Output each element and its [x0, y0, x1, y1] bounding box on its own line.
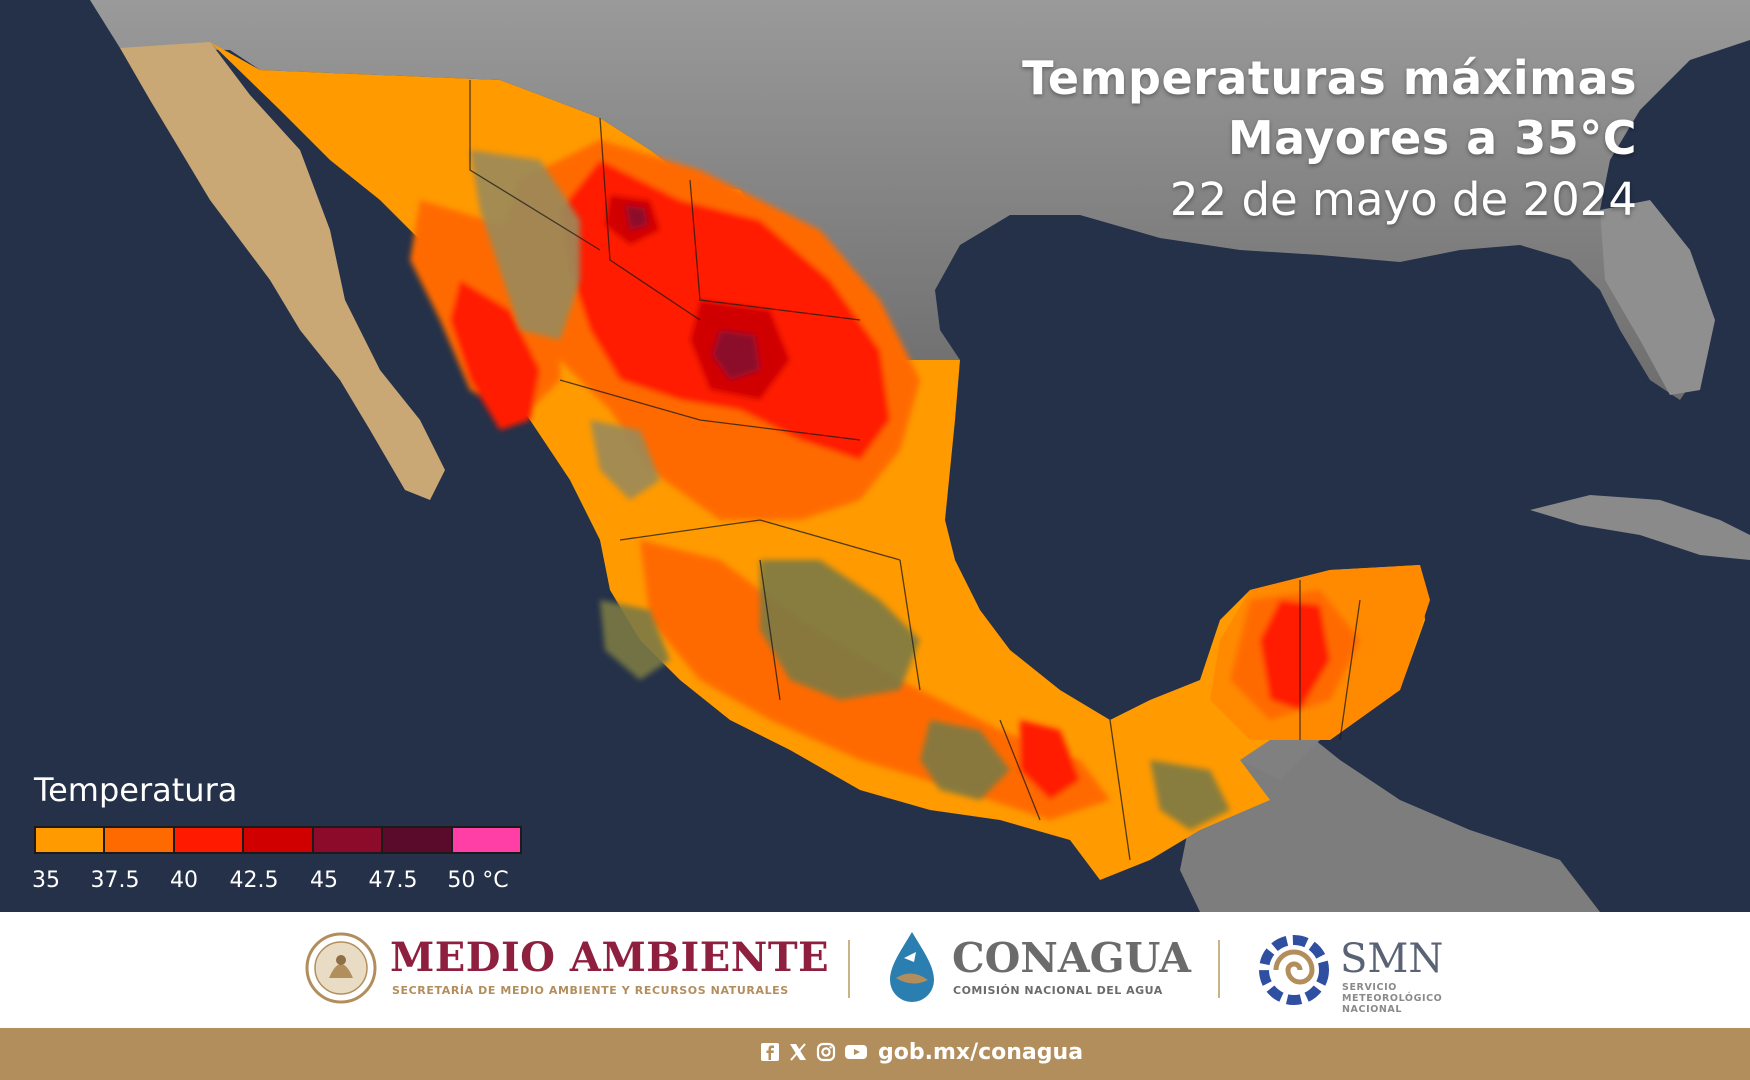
instagram-icon[interactable]	[816, 1042, 836, 1062]
usa-landmass	[90, 0, 1750, 400]
veg-sierra	[470, 150, 580, 340]
florida	[1600, 200, 1715, 395]
legend-title: Temperatura	[34, 771, 238, 809]
legend-swatch	[174, 828, 245, 852]
baja-california	[120, 42, 445, 500]
smn-swirl-icon	[1259, 935, 1329, 1005]
title-line-1: Temperaturas máximas	[1022, 51, 1637, 105]
smn-logo-subtitle: SERVICIO METEOROLÓGICO NACIONAL	[1342, 982, 1443, 1015]
title-line-2: Mayores a 35°C	[1227, 111, 1637, 165]
veg-durango	[590, 420, 660, 500]
conagua-drop-icon	[890, 932, 934, 1002]
medio-ambiente-logo-title: MEDIO AMBIENTE	[390, 934, 830, 981]
social-links	[760, 1042, 868, 1062]
legend-swatch	[105, 828, 175, 852]
legend-swatch	[313, 828, 384, 852]
medio-ambiente-logo-subtitle: SECRETARÍA DE MEDIO AMBIENTE Y RECURSOS …	[392, 984, 789, 997]
map-graphic	[90, 0, 1750, 912]
legend-tick: 35	[32, 868, 60, 893]
footer-url-link[interactable]: gob.mx/conagua	[878, 1040, 1084, 1065]
legend-swatch	[36, 828, 106, 852]
legend-ticks: 35 37.5 40 42.5 45 47.5 50 °C	[16, 868, 536, 898]
logo-divider	[1218, 940, 1220, 998]
veg-oaxaca	[920, 720, 1010, 800]
mexico-coat-of-arms-icon	[305, 932, 377, 1004]
title-date: 22 de mayo de 2024	[1169, 173, 1637, 226]
isla-tiburon	[282, 184, 298, 216]
zone-45	[712, 330, 760, 380]
veg-central	[760, 560, 920, 700]
map-title-block: Temperaturas máximas Mayores a 35°C 22 d…	[1022, 48, 1637, 230]
legend-swatch	[452, 828, 520, 852]
temperature-legend: Temperatura 35 37.5 40 42.5 45 47.5 50 °…	[32, 770, 536, 898]
smn-logo-title: SMN	[1340, 936, 1444, 982]
x-icon[interactable]	[788, 1042, 808, 1062]
legend-tick: 50 °C	[447, 868, 509, 893]
legend-tick: 40	[170, 868, 198, 893]
facebook-icon[interactable]	[760, 1042, 780, 1062]
conagua-logo-subtitle: COMISIÓN NACIONAL DEL AGUA	[953, 984, 1163, 997]
temperature-map: Temperaturas máximas Mayores a 35°C 22 d…	[0, 0, 1750, 912]
zone-40-south	[1020, 720, 1080, 800]
zone-40-sonora	[450, 280, 540, 430]
legend-tick: 42.5	[229, 868, 279, 893]
legend-swatch	[244, 828, 314, 852]
veg-west	[600, 600, 670, 680]
legend-tick: 45	[310, 868, 338, 893]
youtube-icon[interactable]	[844, 1042, 868, 1062]
logo-divider	[848, 940, 850, 998]
zone-45-b	[625, 205, 648, 230]
veg-chiapas	[1150, 760, 1230, 830]
zone-40-yuc	[1260, 600, 1330, 710]
footer-bar: gob.mx/conagua	[0, 1028, 1750, 1080]
logos-bar: MEDIO AMBIENTE SECRETARÍA DE MEDIO AMBIE…	[0, 912, 1750, 1028]
legend-tick: 37.5	[90, 868, 140, 893]
legend-color-bar	[34, 826, 522, 854]
legend-tick: 47.5	[368, 868, 418, 893]
cuba	[1530, 495, 1750, 560]
conagua-logo-title: CONAGUA	[952, 934, 1191, 982]
legend-swatch	[383, 828, 453, 852]
